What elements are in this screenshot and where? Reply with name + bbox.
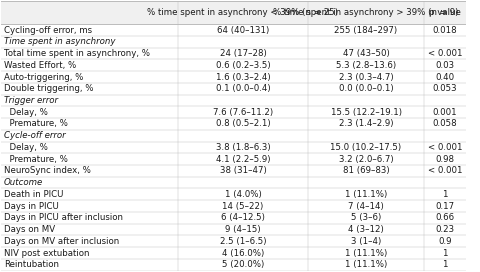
Text: 0.1 (0.0–0.4): 0.1 (0.0–0.4) xyxy=(216,84,270,93)
Text: Trigger error: Trigger error xyxy=(4,96,58,105)
Text: 1: 1 xyxy=(442,260,448,269)
Text: Reintubation: Reintubation xyxy=(4,260,59,269)
Text: Double triggering, %: Double triggering, % xyxy=(4,84,93,93)
Text: 4 (16.0%): 4 (16.0%) xyxy=(222,249,264,258)
Text: 64 (40–131): 64 (40–131) xyxy=(217,26,269,35)
Text: 24 (17–28): 24 (17–28) xyxy=(219,49,266,58)
Text: 0.018: 0.018 xyxy=(432,26,457,35)
Text: 14 (5–22): 14 (5–22) xyxy=(222,202,264,211)
Text: 6 (4–12.5): 6 (4–12.5) xyxy=(221,213,265,222)
Text: 0.0 (0.0–0.1): 0.0 (0.0–0.1) xyxy=(339,84,393,93)
Text: Outcome: Outcome xyxy=(4,178,43,187)
Text: 0.053: 0.053 xyxy=(432,84,457,93)
Text: 0.40: 0.40 xyxy=(435,73,455,82)
Text: 47 (43–50): 47 (43–50) xyxy=(343,49,389,58)
Text: 1 (4.0%): 1 (4.0%) xyxy=(225,190,261,199)
Text: 15.5 (12.2–19.1): 15.5 (12.2–19.1) xyxy=(331,108,402,117)
Text: 0.8 (0.5–2.1): 0.8 (0.5–2.1) xyxy=(216,119,270,128)
Text: NeuroSync index, %: NeuroSync index, % xyxy=(4,166,91,175)
Text: Days in PICU: Days in PICU xyxy=(4,202,59,211)
Text: 5.3 (2.8–13.6): 5.3 (2.8–13.6) xyxy=(336,61,396,70)
Text: 4.1 (2.2–5.9): 4.1 (2.2–5.9) xyxy=(216,155,270,164)
Text: Auto-triggering, %: Auto-triggering, % xyxy=(4,73,83,82)
Text: Days on MV: Days on MV xyxy=(4,225,55,234)
Text: 3 (1–4): 3 (1–4) xyxy=(351,237,381,246)
Text: Cycle-off error: Cycle-off error xyxy=(4,131,65,140)
Text: 7 (4–14): 7 (4–14) xyxy=(348,202,384,211)
Text: Death in PICU: Death in PICU xyxy=(4,190,63,199)
Text: NIV post extubation: NIV post extubation xyxy=(4,249,89,258)
Text: 0.17: 0.17 xyxy=(435,202,455,211)
Text: Delay, %: Delay, % xyxy=(4,143,48,152)
Text: Time spent in asynchrony: Time spent in asynchrony xyxy=(4,37,115,46)
Text: Cycling-off error, ms: Cycling-off error, ms xyxy=(4,26,92,35)
Text: p value: p value xyxy=(429,8,461,17)
Text: 9 (4–15): 9 (4–15) xyxy=(225,225,261,234)
Text: % time spent in asynchrony < 39% (n = 25): % time spent in asynchrony < 39% (n = 25… xyxy=(147,8,338,17)
Text: 81 (69–83): 81 (69–83) xyxy=(343,166,389,175)
Text: 1 (11.1%): 1 (11.1%) xyxy=(345,190,387,199)
Text: % time spent in asynchrony > 39% (n = 9): % time spent in asynchrony > 39% (n = 9) xyxy=(273,8,459,17)
Text: 0.66: 0.66 xyxy=(435,213,455,222)
Text: < 0.001: < 0.001 xyxy=(428,143,462,152)
Text: 0.058: 0.058 xyxy=(432,119,457,128)
Bar xyxy=(1,1,466,24)
Text: 2.5 (1–6.5): 2.5 (1–6.5) xyxy=(220,237,266,246)
Text: Delay, %: Delay, % xyxy=(4,108,48,117)
Text: 2.3 (0.3–4.7): 2.3 (0.3–4.7) xyxy=(339,73,393,82)
Text: 38 (31–47): 38 (31–47) xyxy=(219,166,266,175)
Text: 4 (3–12): 4 (3–12) xyxy=(348,225,384,234)
Text: 1 (11.1%): 1 (11.1%) xyxy=(345,260,387,269)
Text: Wasted Effort, %: Wasted Effort, % xyxy=(4,61,76,70)
Text: Premature, %: Premature, % xyxy=(4,119,68,128)
Text: Premature, %: Premature, % xyxy=(4,155,68,164)
Text: 5 (20.0%): 5 (20.0%) xyxy=(222,260,264,269)
Text: < 0.001: < 0.001 xyxy=(428,49,462,58)
Text: 5 (3–6): 5 (3–6) xyxy=(351,213,381,222)
Text: 2.3 (1.4–2.9): 2.3 (1.4–2.9) xyxy=(339,119,393,128)
Text: 1: 1 xyxy=(442,190,448,199)
Text: 0.98: 0.98 xyxy=(435,155,455,164)
Text: Days on MV after inclusion: Days on MV after inclusion xyxy=(4,237,119,246)
Text: Total time spent in asynchrony, %: Total time spent in asynchrony, % xyxy=(4,49,150,58)
Text: 0.001: 0.001 xyxy=(432,108,457,117)
Text: 255 (184–297): 255 (184–297) xyxy=(335,26,397,35)
Text: 15.0 (10.2–17.5): 15.0 (10.2–17.5) xyxy=(330,143,402,152)
Text: 7.6 (7.6–11.2): 7.6 (7.6–11.2) xyxy=(213,108,273,117)
Text: Days in PICU after inclusion: Days in PICU after inclusion xyxy=(4,213,123,222)
Text: 1 (11.1%): 1 (11.1%) xyxy=(345,249,387,258)
Text: 0.9: 0.9 xyxy=(438,237,452,246)
Text: 0.23: 0.23 xyxy=(435,225,455,234)
Text: < 0.001: < 0.001 xyxy=(428,166,462,175)
Text: 3.8 (1.8–6.3): 3.8 (1.8–6.3) xyxy=(216,143,270,152)
Text: 3.2 (2.0–6.7): 3.2 (2.0–6.7) xyxy=(339,155,393,164)
Text: 0.03: 0.03 xyxy=(435,61,455,70)
Text: 1.6 (0.3–2.4): 1.6 (0.3–2.4) xyxy=(216,73,270,82)
Text: 1: 1 xyxy=(442,249,448,258)
Text: 0.6 (0.2–3.5): 0.6 (0.2–3.5) xyxy=(216,61,270,70)
